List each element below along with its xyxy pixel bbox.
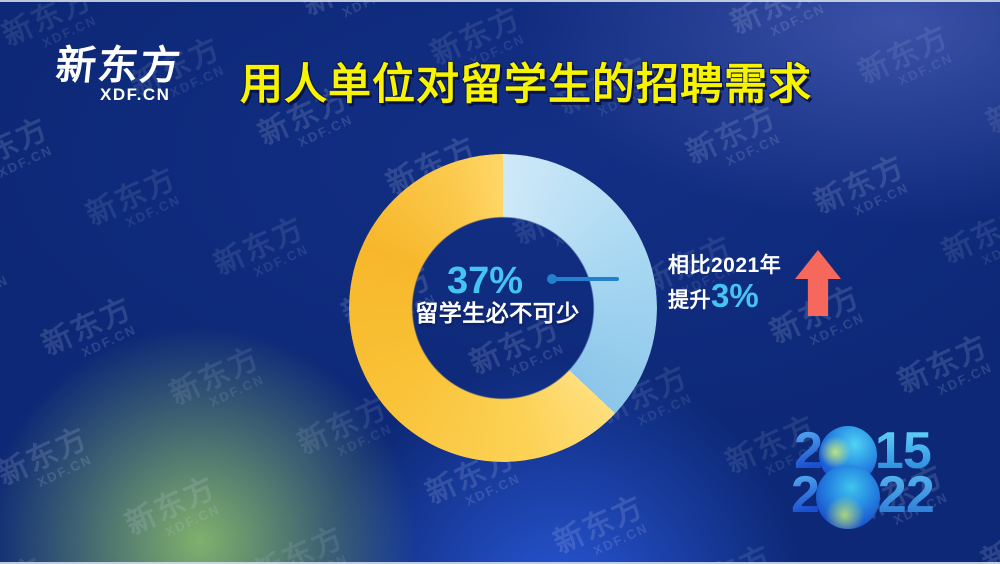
year-2022-digit: 2 xyxy=(791,466,820,524)
year-2015-digits: 15 xyxy=(874,422,932,480)
brand-logo: 新东方 XDF.CN xyxy=(53,44,185,105)
donut-center-value: 37% xyxy=(446,260,524,302)
annotation-line1: 相比2021年 xyxy=(668,254,782,277)
leader-line xyxy=(555,277,619,281)
year-2015-digit: 2 xyxy=(794,422,823,480)
annotation-line2-value: 3% xyxy=(711,277,759,314)
annotation-line2: 提升3% xyxy=(668,277,781,317)
brand-logo-name: 新东方 xyxy=(53,44,185,88)
year-2022: 2 22 xyxy=(791,465,935,529)
annotation: 相比2021年 提升3% xyxy=(668,253,781,317)
leader-dot xyxy=(547,274,557,284)
donut-center-label: 留学生必不可少 xyxy=(415,300,580,326)
page-title: 用人单位对留学生的招聘需求 xyxy=(240,61,812,109)
donut-chart xyxy=(349,154,657,462)
top-edge-line xyxy=(0,0,1000,2)
up-arrow-icon xyxy=(795,250,841,316)
year-2022-digits: 22 xyxy=(877,466,935,524)
globe-icon xyxy=(815,465,880,529)
bottom-edge-line xyxy=(0,562,1000,564)
brand-logo-domain: XDF.CN xyxy=(100,85,171,104)
annotation-line2-prefix: 提升 xyxy=(668,289,711,312)
